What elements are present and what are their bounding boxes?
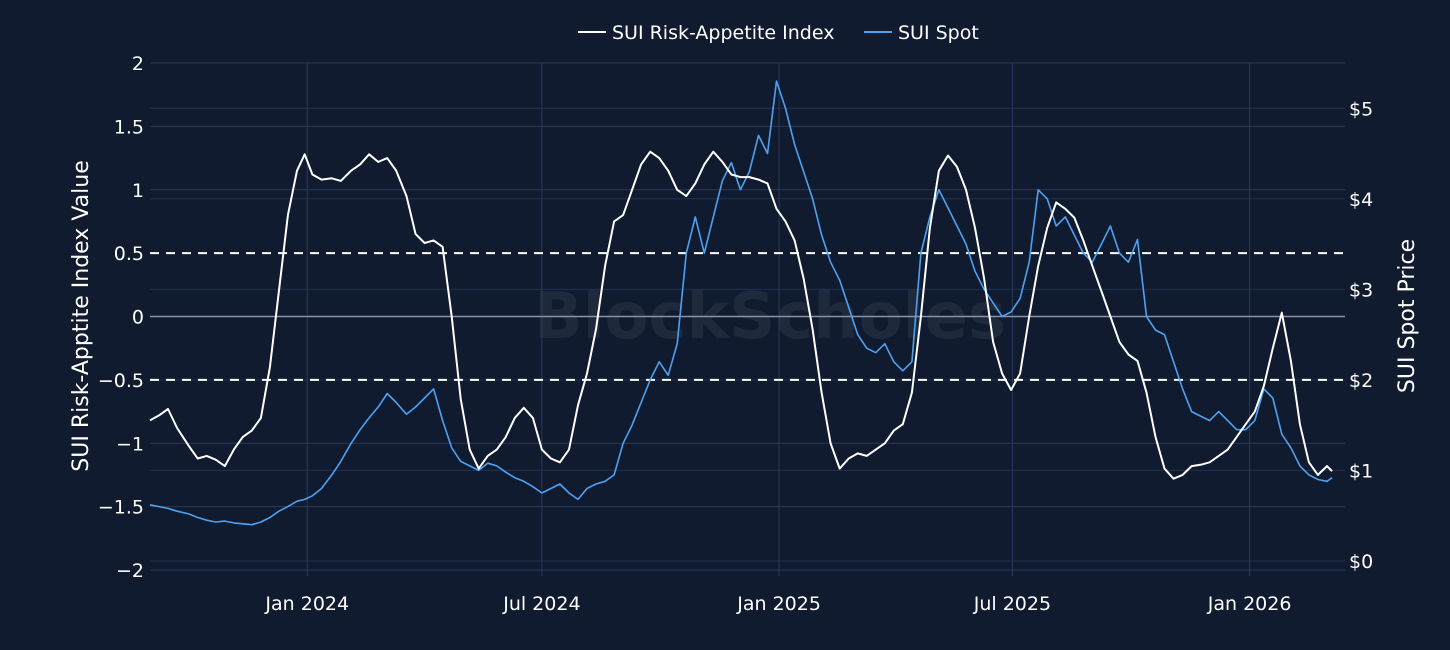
right-tick-label-3: $2 — [1349, 370, 1373, 392]
x-axis-ticks: Jan 2024 Jul 2024 Jan 2025 Jul 2025 Jan 2026 — [264, 570, 1291, 615]
series-line-risk-appetite — [149, 150, 1333, 480]
left-tick-label-5: −0.5 — [98, 370, 144, 392]
right-tick-label-1: $4 — [1349, 189, 1373, 211]
x-tick-label-2: Jan 2025 — [736, 593, 821, 615]
right-tick-label-5: $0 — [1349, 551, 1373, 573]
left-axis-ticks: 2 1.5 1 0.5 0 −0.5 −1 −1.5 −2 — [98, 53, 144, 582]
left-tick-label-2: 1 — [132, 180, 144, 202]
x-tick-label-4: Jan 2026 — [1207, 593, 1292, 615]
right-axis-title: SUI Spot Price — [1395, 239, 1420, 393]
left-tick-label-8: −2 — [116, 560, 144, 582]
series-layer — [149, 80, 1333, 526]
left-tick-label-0: 2 — [132, 53, 144, 75]
x-tick-label-0: Jan 2024 — [264, 593, 349, 615]
left-tick-label-7: −1.5 — [98, 497, 144, 519]
left-tick-label-4: 0 — [132, 307, 144, 329]
legend-label-spot: SUI Spot — [898, 22, 979, 44]
right-tick-label-4: $1 — [1349, 460, 1373, 482]
legend[interactable]: SUI Risk-Appetite Index SUI Spot — [578, 22, 979, 44]
right-axis-ticks: $5 $4 $3 $2 $1 $0 — [1349, 98, 1373, 573]
series-line-spot — [149, 80, 1333, 526]
reference-lines — [150, 252, 1345, 381]
x-tick-label-1: Jul 2024 — [502, 593, 580, 615]
left-tick-label-3: 0.5 — [114, 243, 144, 265]
left-tick-label-1: 1.5 — [114, 116, 144, 138]
left-tick-label-6: −1 — [116, 433, 144, 455]
right-tick-label-2: $3 — [1349, 279, 1373, 301]
right-tick-label-0: $5 — [1349, 98, 1373, 120]
left-axis-title: SUI Risk-Apptite Index Value — [69, 160, 94, 471]
legend-label-risk-appetite: SUI Risk-Appetite Index — [612, 22, 834, 44]
legend-item-spot[interactable]: SUI Spot — [864, 22, 979, 44]
x-tick-label-3: Jul 2025 — [973, 593, 1051, 615]
legend-item-risk-appetite[interactable]: SUI Risk-Appetite Index — [578, 22, 834, 44]
